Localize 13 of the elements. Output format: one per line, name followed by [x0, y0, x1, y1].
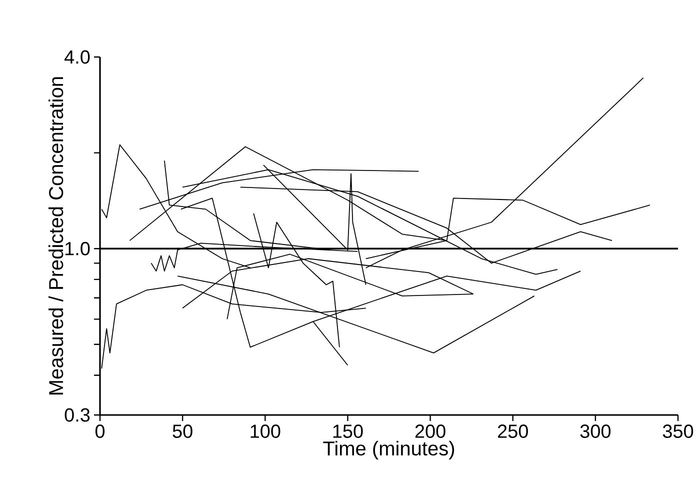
x-tick-label: 100	[250, 424, 280, 438]
x-axis-title: Time (minutes)	[323, 440, 454, 460]
x-tick-label: 50	[172, 424, 192, 438]
x-tick-label: 250	[498, 424, 528, 438]
y-tick-label: 1.0	[66, 242, 90, 256]
x-tick-label: 300	[580, 424, 611, 438]
y-tick-label: 0.3	[64, 408, 90, 422]
y-tick-label: 4.0	[64, 50, 90, 64]
y-axis-title: Measured / Predicted Concentration	[48, 77, 64, 394]
x-tick-label: 150	[333, 424, 363, 438]
x-tick-label: 0	[95, 424, 105, 438]
x-tick-label: 350	[662, 424, 694, 438]
x-tick-label: 200	[415, 424, 446, 438]
